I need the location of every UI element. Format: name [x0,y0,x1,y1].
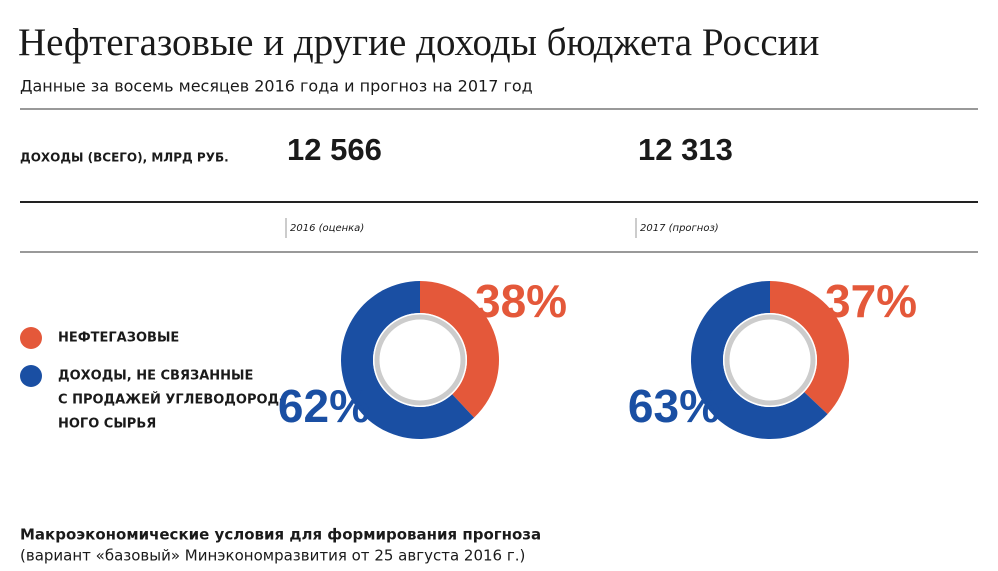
title: Нефтегазовые и другие доходы бюджета Рос… [18,21,819,64]
legend-label: С ПРОДАЖЕЙ УГЛЕВОДОРОД- [58,392,285,408]
legend-swatch [20,365,42,387]
footer-title: Макроэкономические условия для формирова… [20,526,541,544]
charts: 38% 62% 37% 63% [278,275,917,440]
donut-slice [691,281,828,439]
total-value: 12 566 [287,132,382,167]
donut-slice [341,281,475,440]
total-value: 12 313 [638,132,733,167]
period-label: 2016 (оценка) [290,223,364,234]
value-label: 37% [825,275,917,327]
period-label: 2017 (прогноз) [640,223,719,234]
donut-slice [770,281,850,415]
legend-label: ДОХОДЫ, НЕ СВЯЗАННЫЕ [58,369,253,384]
donut-hole [723,313,817,407]
legend: НЕФТЕГАЗОВЫЕ ДОХОДЫ, НЕ СВЯЗАННЫЕ С ПРОДАЖ… [20,327,285,432]
donut-ring [724,314,816,406]
value-label: 62% [278,380,370,432]
donut-slice [420,281,500,418]
value-label: 38% [475,275,567,327]
value-label: 63% [628,380,720,432]
subtitle: Данные за восемь месяцев 2016 года и про… [20,77,533,96]
donut-hole [373,313,467,407]
footer-note: (вариант «базовый» Минэкономразвития от … [20,547,525,565]
legend-label: НОГО СЫРЬЯ [58,417,156,432]
legend-swatch [20,327,42,349]
totals-label: ДОХОДЫ (ВСЕГО), МЛРД РУБ. [20,151,229,165]
donut-ring [374,314,466,406]
legend-label: НЕФТЕГАЗОВЫЕ [58,331,179,346]
